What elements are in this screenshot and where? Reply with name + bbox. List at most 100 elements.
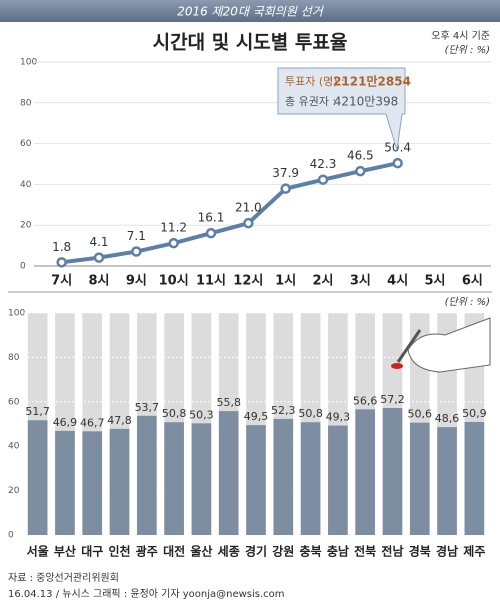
bar [464,422,485,535]
x-tick-label: 강원 [272,545,294,559]
x-tick-label: 9시 [126,274,147,289]
y-tick-label: 80 [20,98,32,108]
value-label: 50,8 [162,407,187,420]
x-tick-label: 3시 [350,274,371,289]
point [355,165,366,177]
value-label: 37.9 [272,166,299,180]
bar [382,408,403,535]
hand-illustration [391,317,491,373]
value-label: 50,9 [462,407,487,420]
line [61,161,399,265]
x-tick-label: 4시 [387,274,408,289]
value-label: 46,9 [53,416,78,429]
value-label: 53,7 [135,401,160,414]
x-tick-label: 광주 [136,544,158,559]
value-label: 49,3 [326,411,351,424]
x-tick-label: 2시 [312,274,333,289]
source: 자료 : 중앙선거관리위원회 [8,571,119,584]
x-tick-label: 경북 [409,545,431,559]
y-tick-label: 60 [8,397,20,407]
banner [0,0,500,22]
x-tick-label: 12시 [233,274,263,289]
x-tick-label: 제주 [463,545,485,559]
value-label: 55,8 [216,396,241,409]
x-tick-label: 대구 [81,545,103,559]
value-label: 46.5 [347,149,374,163]
callout-value: 4210만398 [334,95,398,109]
title: 시간대 및 시도별 투표율 [153,32,348,54]
x-tick-label: 울산 [190,544,212,559]
bar [27,420,48,535]
x-tick-label: 서울 [27,544,49,559]
x-tick-label: 1시 [275,274,296,289]
point [392,157,403,169]
credit: 16.04.13 / 뉴시스 그래픽 : 윤정아 기자 yoonja@newsi… [8,588,285,600]
point [93,252,105,263]
bar [191,423,212,535]
value-label: 57,2 [380,393,405,406]
callout: 투표자 (명) : 2121만2854 총 유권자 : 4210만398 [277,67,411,151]
pen [396,329,422,363]
y-tick-label: 100 [20,58,37,68]
bar [55,430,75,535]
value-label: 48,6 [435,412,460,425]
y-tick-label: 20 [20,221,32,231]
point [168,237,179,249]
callout-box [277,67,406,151]
value-label: 52,3 [271,404,296,417]
bar [109,428,130,535]
pen-mark [391,363,403,369]
x-tick-label: 경기 [245,544,267,559]
y-tick-label: 80 [8,353,20,363]
bar [246,425,266,535]
point [243,217,254,229]
value-label: 7.1 [127,229,146,243]
x-tick-label: 부산 [54,544,76,559]
chart: 0 20 40 60 80 100 1.8 4.1 7.1 11.2 16.1 21.0 37.9 42.… [20,58,491,289]
y-tick-label: 40 [8,442,20,452]
x-tick-label: 10시 [159,274,189,289]
banner-text: 2016 제20대 국회의원 선거 [177,5,324,19]
bar [218,411,239,535]
point [280,183,291,194]
x-tick-label: 7시 [51,274,72,289]
value-label: 1.8 [52,240,71,254]
value-label: 46,7 [80,416,105,429]
y-tick-label: 60 [20,139,32,149]
value-label: 16.1 [198,211,225,225]
unit-note: (단위 : %) [445,44,490,56]
basis-note: 오후 4시 기준 [431,30,490,42]
value-label: 50,8 [298,407,323,420]
point [131,246,142,257]
x-tick-label: 전남 [381,544,403,559]
hand [407,317,491,373]
x-tick-label: 충북 [300,544,322,559]
value-label: 50,6 [408,408,433,421]
y-tick-label: 40 [20,180,32,190]
bar [164,422,184,535]
x-tick-label: 전북 [354,544,376,559]
bar [273,418,294,535]
callout-value: 2121만2854 [333,74,411,89]
x-tick-label: 세종 [218,544,240,559]
callout-label: 총 유권자 : [285,95,336,108]
value-label: 56,6 [353,394,378,407]
value-label: 51,7 [25,405,50,418]
point [317,174,329,185]
x-tick-label: 대전 [163,544,185,559]
bar [300,422,321,535]
x-tick-label: 충남 [327,544,349,559]
y-tick-label: 0 [20,262,26,272]
x-tick-label: 경남 [436,544,458,559]
y-tick-label: 0 [8,531,14,541]
point [205,227,217,239]
value-label: 4.1 [89,235,108,249]
point [56,257,67,268]
bar [328,425,348,535]
callout-label: 투표자 (명) : [285,75,345,88]
value-label: 21.0 [235,201,262,215]
x-tick-label: 11시 [196,274,226,289]
value-label: 50,3 [189,408,214,421]
x-tick-label: 5시 [424,274,445,289]
